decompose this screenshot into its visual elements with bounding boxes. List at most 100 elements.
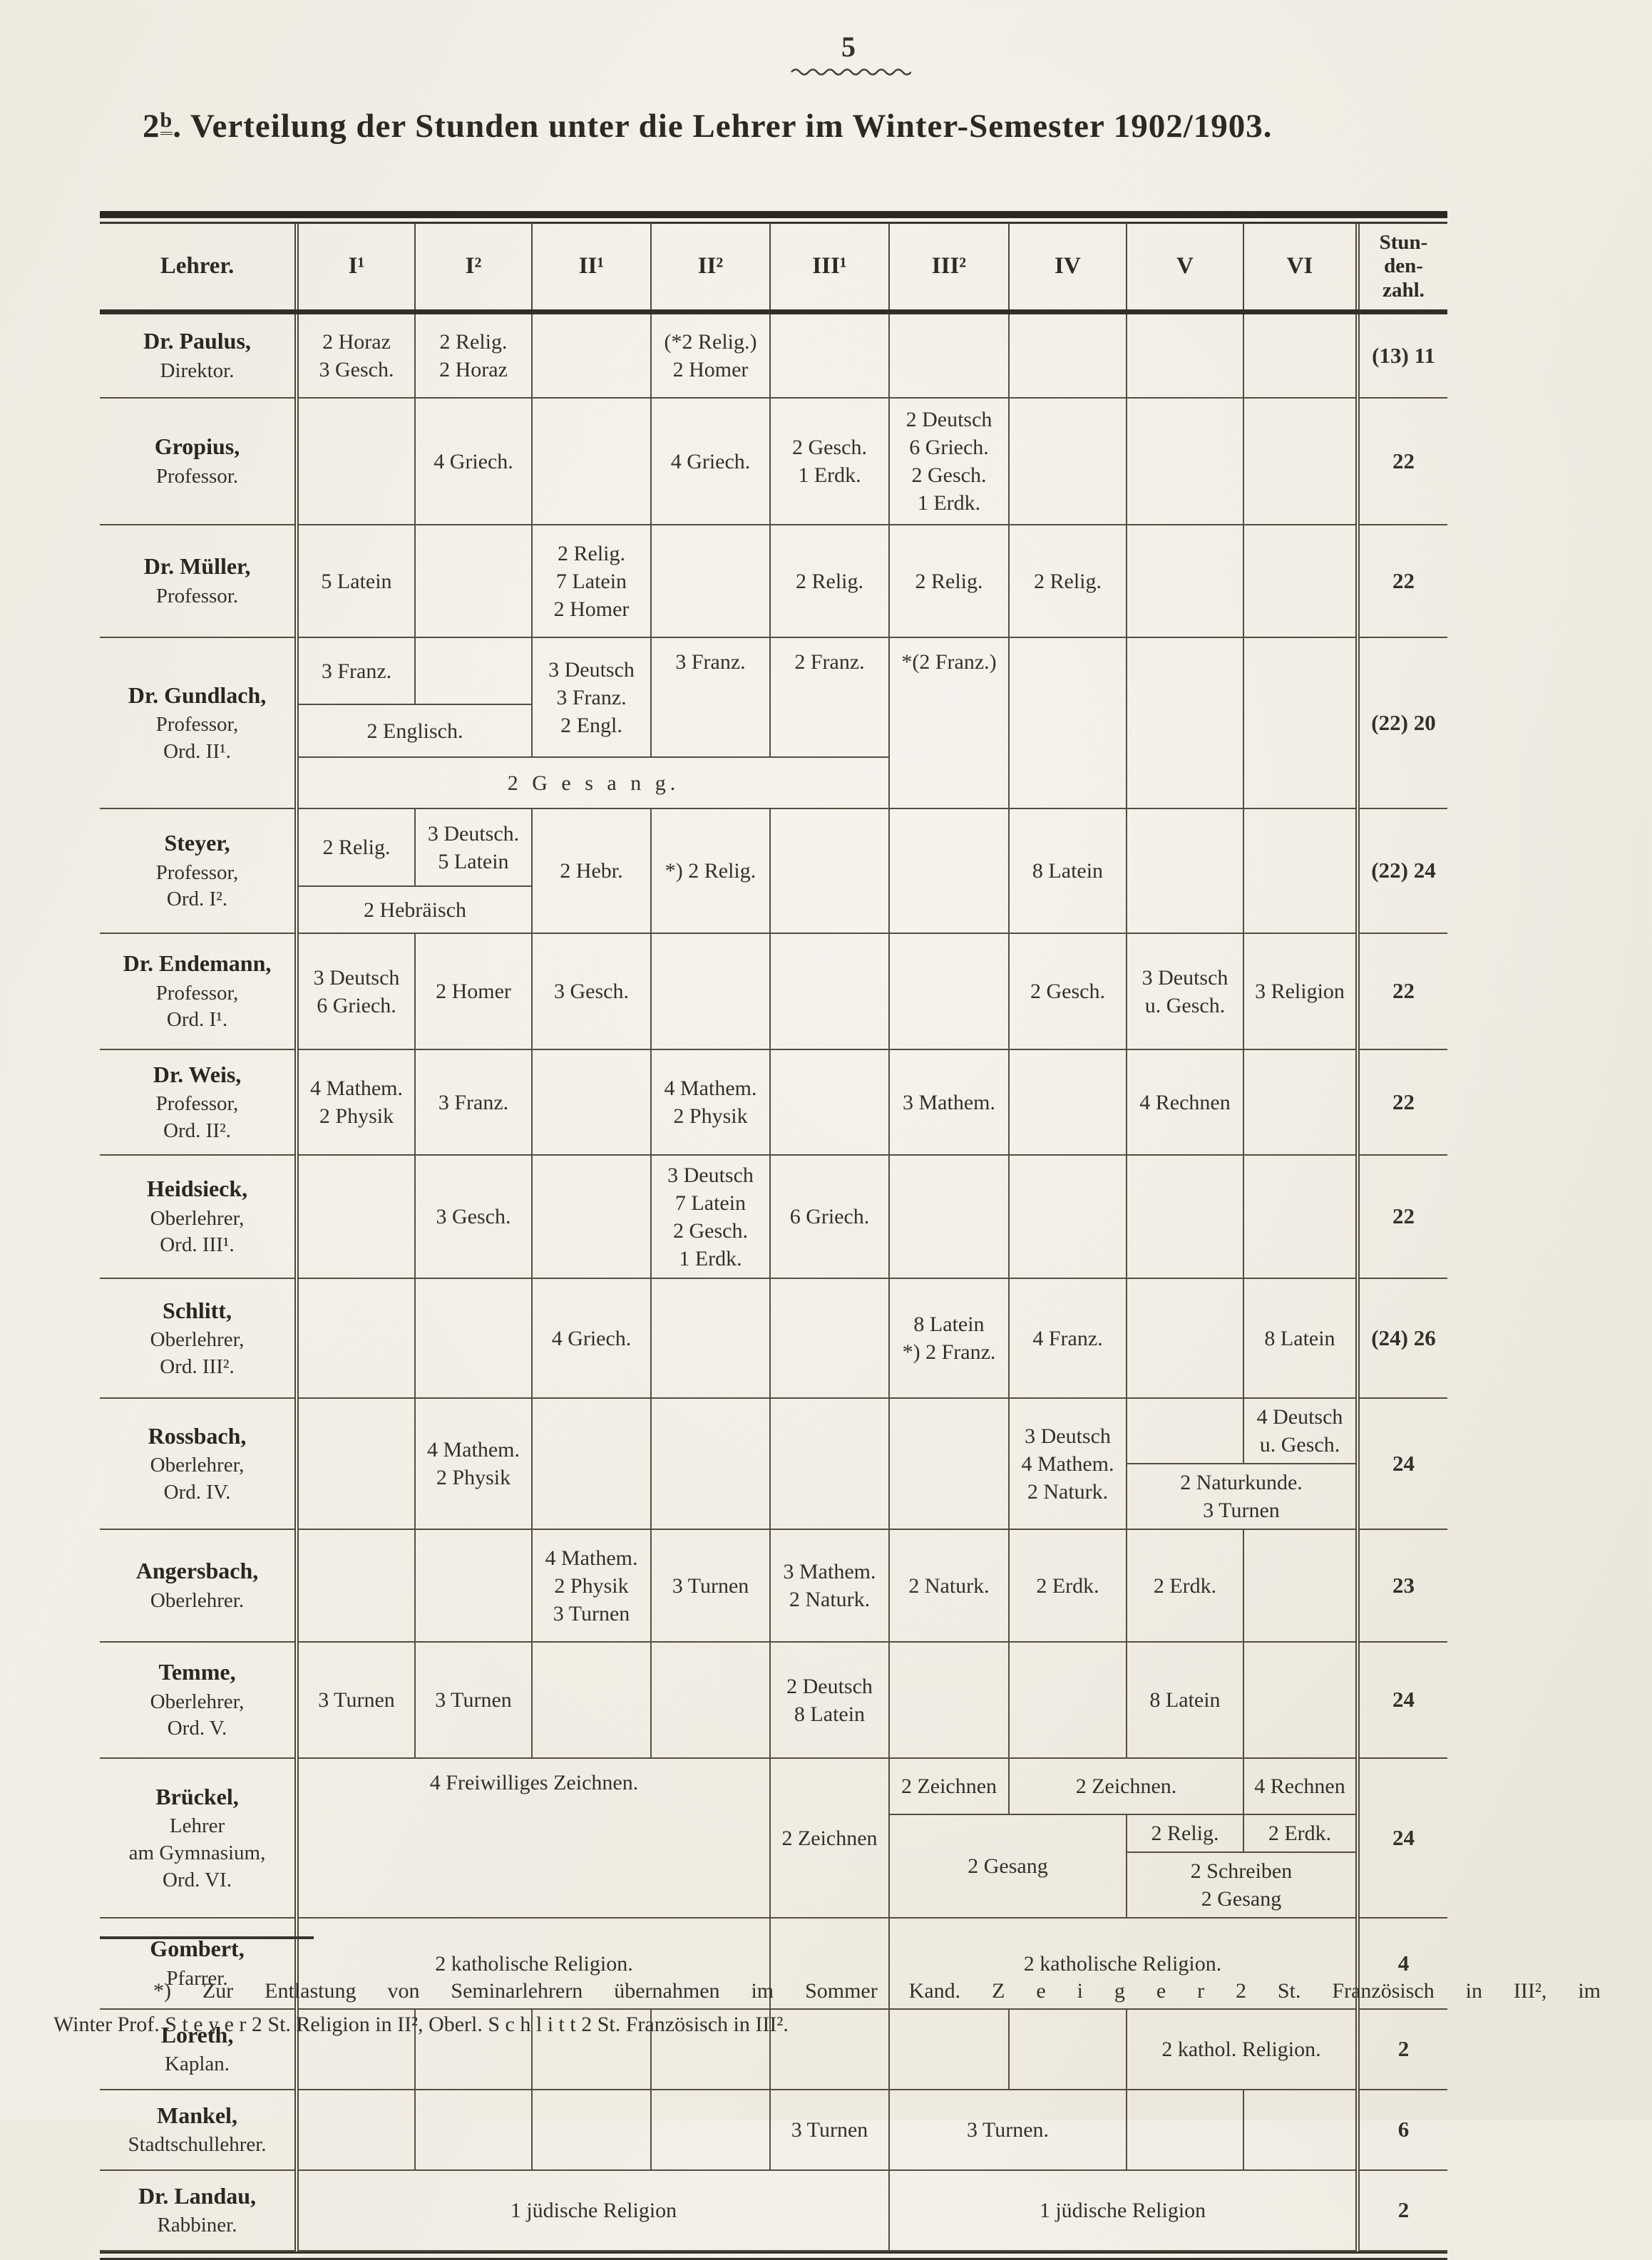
cell-mueller-ii1: 2 Relig. 7 Latein 2 Homer xyxy=(531,524,652,639)
row-angersbach: Angersbach, Oberlehrer. 4 Mathem. 2 Phys… xyxy=(100,1529,1447,1643)
empty-cell xyxy=(1008,1049,1127,1156)
empty-cell xyxy=(1126,1278,1244,1399)
cell-schlitt-stunden: (24) 26 xyxy=(1355,1278,1447,1399)
empty-cell xyxy=(888,1154,1010,1280)
cell-steyer-i2: 3 Deutsch. 5 Latein xyxy=(414,808,533,888)
teacher-temme: Temme, Oberlehrer, Ord. V. xyxy=(100,1641,299,1760)
cell-mueller-iv: 2 Relig. xyxy=(1008,524,1127,639)
col-header-lehrer: Lehrer. xyxy=(100,224,299,315)
teacher-role: Professor, Ord. II¹. xyxy=(155,713,239,763)
empty-cell xyxy=(769,2008,890,2091)
cell-brueckel-zeichnen-iv-v: 2 Zeichnen. xyxy=(1008,1757,1244,1816)
empty-cell xyxy=(296,397,416,526)
col-header-iii2: III² xyxy=(888,224,1010,315)
teacher-role: Direktor. xyxy=(160,359,235,382)
cell-gropius-iii1: 2 Gesch. 1 Erdk. xyxy=(769,397,890,526)
empty-cell xyxy=(1008,397,1127,526)
row-brueckel-sub2: 2 Gesang 2 Relig. 2 Erdk. xyxy=(100,1814,1447,1919)
teacher-name: Mankel, xyxy=(157,2102,237,2128)
teacher-name: Brückel, xyxy=(155,1783,239,1809)
teacher-loreth: Loreth, Kaplan. xyxy=(100,2008,299,2091)
cell-angersbach-stunden: 23 xyxy=(1355,1529,1447,1643)
teacher-role: Professor. xyxy=(155,584,239,607)
teacher-rossbach: Rossbach, Oberlehrer, Ord. IV. xyxy=(100,1397,299,1531)
teacher-mueller: Dr. Müller, Professor. xyxy=(100,524,299,639)
cell-endemann-i1: 3 Deutsch 6 Griech. xyxy=(296,933,416,1051)
teacher-role: Oberlehrer, Ord. III¹. xyxy=(150,1206,245,1257)
teacher-name: Steyer, xyxy=(164,830,230,856)
teacher-role: Lehrer am Gymnasium, Ord. VI. xyxy=(128,1814,266,1891)
empty-cell xyxy=(650,524,771,639)
teacher-name: Dr. Endemann, xyxy=(123,950,272,977)
cell-mueller-iii2: 2 Relig. xyxy=(888,524,1010,639)
cell-landau-jued-links: 1 jüdische Religion xyxy=(296,2169,890,2252)
empty-cell xyxy=(296,1529,416,1643)
empty-cell xyxy=(888,1397,1010,1531)
page-number: 5 xyxy=(841,31,856,63)
row-weis: Dr. Weis, Professor, Ord. II². 4 Mathem.… xyxy=(100,1049,1447,1156)
col-header-i2: I² xyxy=(414,224,533,315)
cell-brueckel-iii1-zeichnen: 2 Zeichnen xyxy=(769,1757,890,1919)
cell-endemann-stunden: 22 xyxy=(1355,933,1447,1051)
empty-cell xyxy=(531,2008,652,2091)
row-gundlach-sub3: 2 G e s a n g. xyxy=(100,756,1447,810)
cell-heidsieck-ii2: 3 Deutsch 7 Latein 2 Gesch. 1 Erdk. xyxy=(650,1154,771,1280)
empty-cell xyxy=(296,1397,416,1531)
teacher-name: Dr. Weis, xyxy=(153,1061,242,1087)
row-heidsieck: Heidsieck, Oberlehrer, Ord. III¹. 3 Gesc… xyxy=(100,1154,1447,1280)
empty-cell xyxy=(531,397,652,526)
empty-cell xyxy=(888,2008,1010,2091)
teacher-name: Heidsieck, xyxy=(146,1176,248,1202)
cell-schlitt-iii2: 8 Latein *) 2 Franz. xyxy=(888,1278,1010,1399)
teacher-schlitt: Schlitt, Oberlehrer, Ord. III². xyxy=(100,1278,299,1399)
cell-mankel-iii1-turnen: 3 Turnen xyxy=(769,2089,890,2172)
empty-cell xyxy=(414,637,533,706)
cell-weis-ii2: 4 Mathem. 2 Physik xyxy=(650,1049,771,1156)
cell-gundlach-stunden: (22) 20 xyxy=(1355,637,1447,810)
teacher-mankel: Mankel, Stadtschullehrer. xyxy=(100,2089,299,2172)
empty-cell xyxy=(531,1397,652,1531)
col-header-iv: IV xyxy=(1008,224,1127,315)
teacher-angersbach: Angersbach, Oberlehrer. xyxy=(100,1529,299,1643)
teacher-name: Dr. Müller, xyxy=(143,553,251,580)
cell-angersbach-iii2: 2 Naturk. xyxy=(888,1529,1010,1643)
empty-cell xyxy=(1243,311,1358,399)
empty-cell xyxy=(650,1278,771,1399)
teacher-gombert: Gombert, Pfarrer. xyxy=(100,1917,299,2010)
empty-cell xyxy=(650,1641,771,1760)
empty-cell xyxy=(1243,1049,1358,1156)
footnote-line-1: *) Zur Entlastung von Seminarlehrern übe… xyxy=(153,1979,1601,2003)
empty-cell xyxy=(769,1278,890,1399)
cell-angersbach-ii1: 4 Mathem. 2 Physik 3 Turnen xyxy=(531,1529,652,1643)
teacher-role: Oberlehrer, Ord. V. xyxy=(150,1690,245,1740)
teacher-brueckel: Brückel, Lehrer am Gymnasium, Ord. VI. xyxy=(100,1757,299,1919)
empty-cell xyxy=(1126,1397,1244,1465)
empty-cell xyxy=(296,1154,416,1280)
empty-cell xyxy=(650,1397,771,1531)
teacher-role: Professor, Ord. I². xyxy=(155,861,239,911)
empty-cell xyxy=(1243,397,1358,526)
empty-cell xyxy=(1243,524,1358,639)
page-title: 2b. Verteilung der Stunden unter die Leh… xyxy=(143,107,1512,145)
empty-cell xyxy=(1243,808,1358,935)
teacher-weis: Dr. Weis, Professor, Ord. II². xyxy=(100,1049,299,1156)
cell-heidsieck-i2: 3 Gesch. xyxy=(414,1154,533,1280)
teacher-gropius: Gropius, Professor. xyxy=(100,397,299,526)
col-header-i1: I¹ xyxy=(296,224,416,315)
cell-mueller-stunden: 22 xyxy=(1355,524,1447,639)
row-mueller: Dr. Müller, Professor. 5 Latein 2 Relig.… xyxy=(100,524,1447,639)
cell-mueller-i1: 5 Latein xyxy=(296,524,416,639)
footnote-line-2: Winter Prof. S t e y e r 2 St. Religion … xyxy=(53,2012,789,2036)
cell-brueckel-schreiben-gesang: 2 Schreiben 2 Gesang xyxy=(1126,1851,1358,1919)
col-header-v: V xyxy=(1126,224,1244,315)
header-row: Lehrer. I¹ I² II¹ II² III¹ III² IV V VI … xyxy=(100,224,1447,315)
teacher-role: Stadtschullehrer. xyxy=(128,2133,267,2157)
cell-paulus-stunden: (13) 11 xyxy=(1355,311,1447,399)
cell-gombert-stunden: 4 xyxy=(1355,1917,1447,2010)
row-mankel: Mankel, Stadtschullehrer. 3 Turnen 3 Tur… xyxy=(100,2089,1447,2172)
row-temme: Temme, Oberlehrer, Ord. V. 3 Turnen 3 Tu… xyxy=(100,1641,1447,1760)
empty-cell xyxy=(531,1641,652,1760)
teacher-name: Rossbach, xyxy=(148,1422,247,1449)
empty-cell xyxy=(1008,2008,1127,2091)
empty-cell xyxy=(650,933,771,1051)
